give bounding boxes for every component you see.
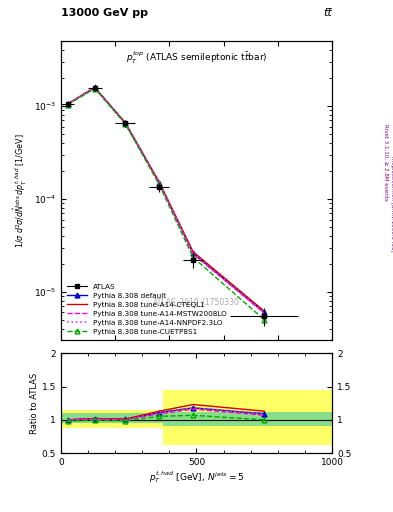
Y-axis label: Ratio to ATLAS: Ratio to ATLAS (30, 373, 39, 434)
Text: tt̅: tt̅ (323, 8, 332, 18)
Text: 13000 GeV pp: 13000 GeV pp (61, 8, 148, 18)
X-axis label: $p_T^{t,had}$ [GeV], $N^{jets} = 5$: $p_T^{t,had}$ [GeV], $N^{jets} = 5$ (149, 470, 244, 485)
Text: Rivet 3.1.10, ≥ 2.8M events: Rivet 3.1.10, ≥ 2.8M events (383, 124, 388, 201)
Text: ATLAS_2019_I1750330: ATLAS_2019_I1750330 (153, 297, 240, 306)
Y-axis label: $1 / \sigma \; d^2\!\sigma / d \hat{N}^{obs} \, dp_T^{t,had}$ [1/GeV]: $1 / \sigma \; d^2\!\sigma / d \hat{N}^{… (13, 134, 29, 248)
Legend: ATLAS, Pythia 8.308 default, Pythia 8.308 tune-A14-CTEQL1, Pythia 8.308 tune-A14: ATLAS, Pythia 8.308 default, Pythia 8.30… (64, 282, 229, 337)
Text: mcplots.cern.ch [arXiv:1306.3436]: mcplots.cern.ch [arXiv:1306.3436] (390, 156, 393, 251)
Text: $p_T^{top}$ (ATLAS semileptonic t$\bar{t}$bar): $p_T^{top}$ (ATLAS semileptonic t$\bar{t… (126, 50, 267, 66)
